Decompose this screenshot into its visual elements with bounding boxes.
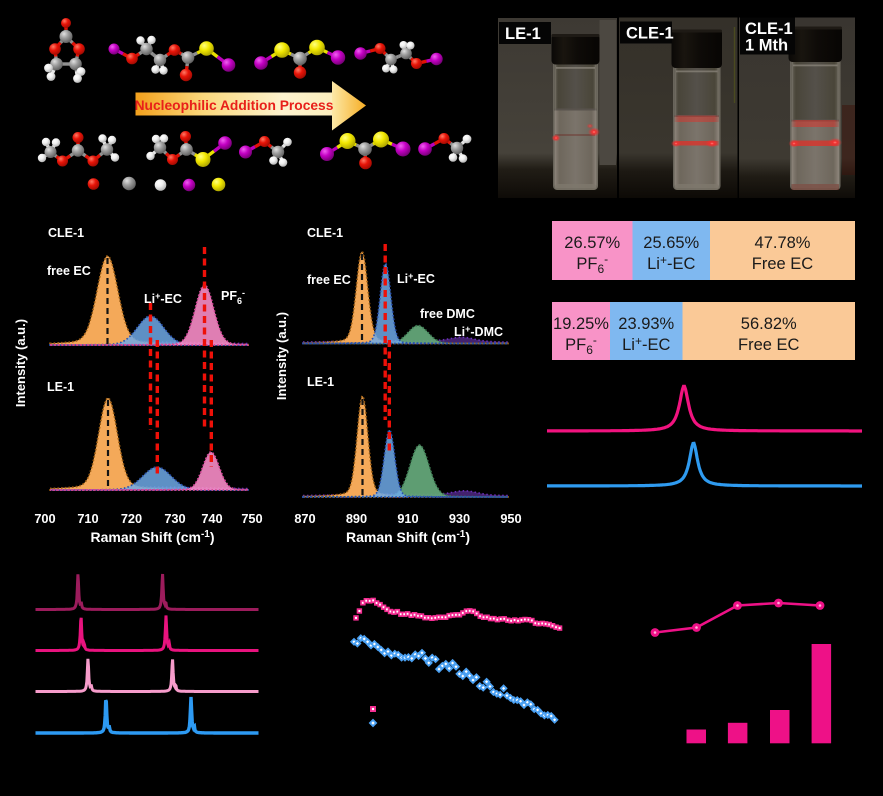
svg-text:Nucleophilic Addition Process: Nucleophilic Addition Process [135,98,334,113]
svg-text:Raman Shift (cm-1): Raman Shift (cm-1) [346,529,470,545]
svg-text:26.57%: 26.57% [564,234,620,252]
svg-text:890: 890 [346,511,367,526]
svg-text:750: 750 [241,511,262,526]
svg-text:Li+-EC: Li+-EC [622,334,670,354]
svg-text:Li+-EC: Li+-EC [144,291,182,306]
svg-text:LE-1: LE-1 [47,380,74,394]
svg-text:Raman Shift (cm-1): Raman Shift (cm-1) [90,529,214,545]
svg-text:Li+-DMC: Li+-DMC [454,324,503,339]
svg-text:1 Mth: 1 Mth [745,37,788,55]
svg-text:Li+-EC: Li+-EC [397,271,435,286]
svg-text:LE-1: LE-1 [505,25,541,43]
svg-text:19.25%: 19.25% [553,315,609,333]
svg-text:870: 870 [294,511,315,526]
svg-text:LE-1: LE-1 [307,375,334,389]
svg-text:Intensity (a.u.): Intensity (a.u.) [13,319,28,407]
svg-text:47.78%: 47.78% [755,234,811,252]
svg-text:Free EC: Free EC [738,336,800,354]
svg-text:Intensity (a.u.): Intensity (a.u.) [274,312,289,400]
svg-text:CLE-1: CLE-1 [48,226,84,240]
svg-text:free DMC: free DMC [420,307,475,321]
svg-text:Free EC: Free EC [752,255,814,273]
svg-text:930: 930 [449,511,470,526]
svg-text:CLE-1: CLE-1 [307,226,343,240]
svg-text:PF6-: PF6- [565,333,597,357]
svg-text:740: 740 [201,511,222,526]
svg-text:25.65%: 25.65% [643,234,699,252]
svg-text:CLE-1: CLE-1 [626,25,674,43]
svg-text:710: 710 [77,511,98,526]
svg-text:free EC: free EC [307,273,351,287]
svg-text:23.93%: 23.93% [618,315,674,333]
svg-text:56.82%: 56.82% [741,315,797,333]
svg-text:Li+-EC: Li+-EC [647,253,695,273]
svg-text:910: 910 [397,511,418,526]
svg-text:720: 720 [121,511,142,526]
svg-text:950: 950 [500,511,521,526]
svg-text:730: 730 [164,511,185,526]
svg-text:PF6-: PF6- [576,252,608,276]
svg-text:free EC: free EC [47,264,91,278]
svg-text:700: 700 [34,511,55,526]
svg-text:CLE-1: CLE-1 [745,20,793,38]
